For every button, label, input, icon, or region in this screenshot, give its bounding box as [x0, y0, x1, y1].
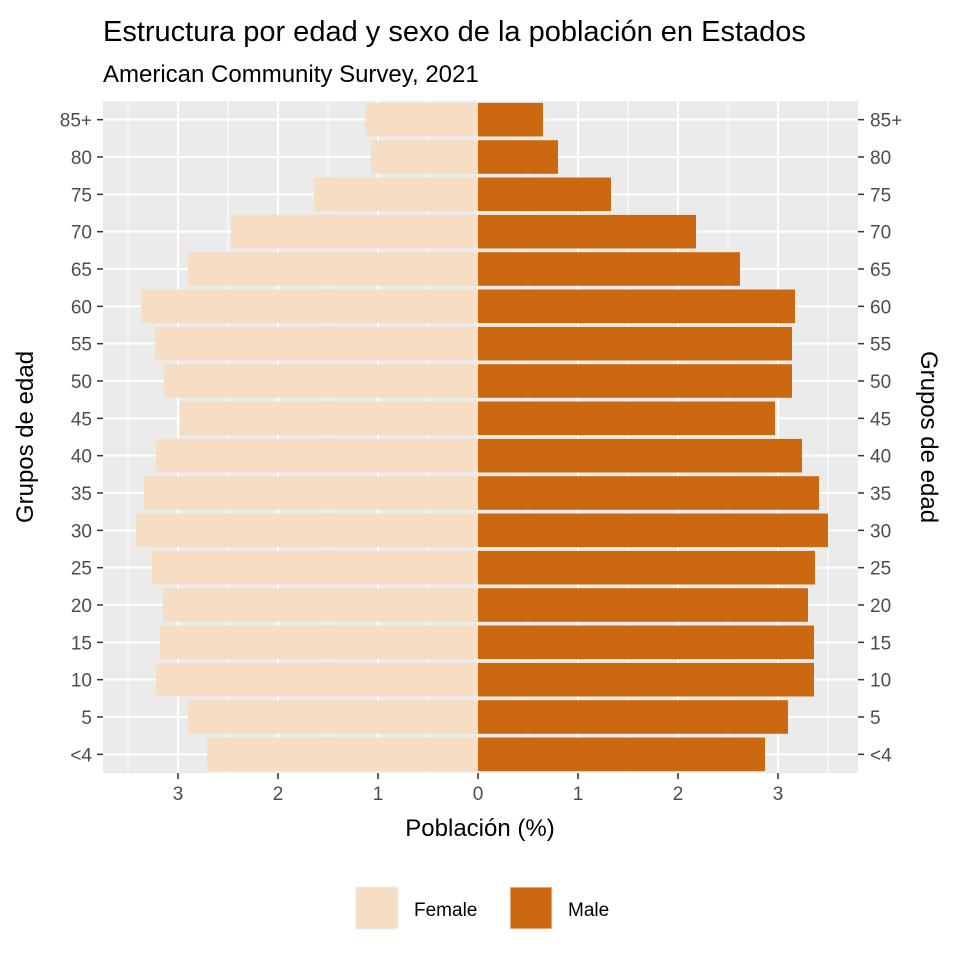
legend-label-female: Female	[414, 900, 477, 921]
bar-female	[365, 102, 478, 137]
x-axis-title: Población (%)	[405, 815, 554, 842]
bar-female	[160, 625, 478, 660]
y-tick-label-right: 10	[870, 671, 891, 692]
bar-male	[478, 476, 819, 510]
bar-female	[155, 326, 478, 361]
bar-male	[478, 289, 795, 324]
y-tick-label-right: 85+	[870, 111, 902, 132]
bar-female	[371, 140, 478, 174]
y-tick-label-right: 55	[870, 335, 891, 356]
bar-male	[478, 438, 802, 473]
bar-male	[478, 140, 558, 174]
y-tick-label-left: 85+	[60, 111, 92, 132]
bars	[136, 102, 828, 772]
chart-subtitle: American Community Survey, 2021	[103, 61, 479, 88]
bar-female	[314, 177, 478, 212]
legend: Female Male	[355, 886, 609, 930]
y-tick-label-right: <4	[870, 745, 892, 766]
y-tick-label-right: 5	[870, 708, 881, 729]
y-tick-label-left: 45	[71, 409, 92, 430]
bar-female	[207, 737, 478, 772]
y-tick-label-left: 35	[71, 484, 92, 505]
y-tick-label-left: 15	[71, 633, 92, 654]
bar-male	[478, 625, 814, 660]
bar-female	[164, 364, 478, 398]
y-tick-label-left: 10	[71, 671, 92, 692]
legend-key-female	[355, 886, 399, 930]
y-tick-label-right: 70	[870, 223, 891, 244]
y-tick-label-left: 5	[81, 708, 92, 729]
y-tick-label-right: 25	[870, 559, 891, 580]
y-tick-label-left: 80	[71, 148, 92, 169]
bar-male	[478, 102, 543, 137]
y-tick-label-right: 15	[870, 633, 891, 654]
plot-panel	[103, 101, 858, 773]
bar-female	[141, 289, 478, 324]
y-tick-label-left: 75	[71, 185, 92, 206]
x-tick-label: 3	[173, 784, 184, 805]
y-tick-label-right: 75	[870, 185, 891, 206]
y-axis-title-left: Grupos de edad	[12, 351, 39, 523]
y-tick-label-right: 50	[870, 372, 891, 393]
chart-title: Estructura por edad y sexo de la poblaci…	[103, 16, 806, 48]
bar-female	[152, 550, 478, 585]
y-tick-label-left: 65	[71, 260, 92, 281]
x-tick-label: 3	[773, 784, 784, 805]
bar-male	[478, 700, 788, 734]
y-tick-label-left: 40	[71, 447, 92, 468]
bar-male	[478, 214, 696, 249]
y-tick-label-right: 45	[870, 409, 891, 430]
series-female	[136, 102, 478, 772]
y-tick-label-left: 20	[71, 596, 92, 617]
y-axis-title-right: Grupos de edad	[915, 351, 942, 523]
bar-female	[180, 401, 478, 436]
bar-female	[188, 252, 478, 286]
x-tick-label: 2	[673, 784, 684, 805]
legend-label-male: Male	[568, 900, 609, 921]
bar-male	[478, 252, 740, 286]
x-tick-label: 0	[473, 784, 484, 805]
bar-male	[478, 177, 611, 212]
y-tick-label-left: 25	[71, 559, 92, 580]
y-tick-label-right: 35	[870, 484, 891, 505]
bar-male	[478, 588, 808, 622]
bar-female	[188, 700, 478, 734]
x-tick-label: 2	[273, 784, 284, 805]
y-tick-label-right: 65	[870, 260, 891, 281]
y-tick-label-left: 30	[71, 521, 92, 542]
bar-male	[478, 662, 814, 697]
y-tick-label-right: 20	[870, 596, 891, 617]
y-tick-label-left: 70	[71, 223, 92, 244]
bar-female	[163, 588, 478, 622]
bar-male	[478, 326, 792, 361]
y-tick-label-right: 30	[870, 521, 891, 542]
x-tick-label: 1	[373, 784, 384, 805]
y-tick-label-left: 50	[71, 372, 92, 393]
y-tick-label-right: 80	[870, 148, 891, 169]
bar-female	[231, 214, 478, 249]
bar-male	[478, 737, 765, 772]
y-tick-label-left: 55	[71, 335, 92, 356]
bar-female	[156, 438, 478, 473]
bar-female	[144, 476, 478, 510]
y-tick-label-right: 40	[870, 447, 891, 468]
x-tick-label: 1	[573, 784, 584, 805]
bar-male	[478, 364, 792, 398]
y-tick-label-right: 60	[870, 297, 891, 318]
bar-female	[156, 662, 478, 697]
y-tick-label-left: <4	[70, 745, 92, 766]
bar-male	[478, 550, 815, 585]
bar-male	[478, 513, 828, 548]
legend-key-male	[509, 886, 553, 930]
bar-female	[136, 513, 478, 548]
series-male	[478, 102, 828, 772]
y-tick-label-left: 60	[71, 297, 92, 318]
bar-male	[478, 401, 775, 436]
